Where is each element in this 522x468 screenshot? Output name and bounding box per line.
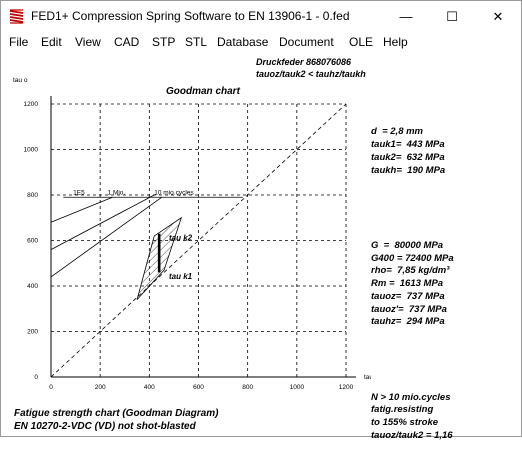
block2-line-6: tauhz= 294 MPa — [371, 316, 445, 328]
drawing-area: Druckfeder 868076086 tauoz/tauk2 < tauhz… — [1, 52, 521, 441]
menu-stp[interactable]: STP — [152, 35, 176, 49]
y-tick-label: 400 — [27, 283, 38, 290]
y-tick-label: 600 — [27, 238, 38, 245]
y-tick-label: 0 — [34, 374, 38, 381]
x-tick-label: 0 — [49, 384, 53, 391]
menu-database[interactable]: Database — [217, 35, 269, 49]
block1-line-2: tauk2= 632 MPa — [371, 151, 445, 163]
annotation-1: tau k1 — [169, 272, 193, 281]
line-label-1e5: 1E5 — [73, 189, 85, 196]
block3-line-1: fatig.resisting — [371, 404, 434, 416]
goodman-line-0 — [50, 196, 113, 223]
block3-line-3: tauoz/tauk2 = 1,16 — [371, 429, 453, 441]
y-tick-label: 200 — [27, 329, 38, 336]
x-tick-label: 1000 — [290, 384, 305, 391]
menu-cad[interactable]: CAD — [114, 35, 140, 49]
goodman-line-1 — [50, 194, 155, 250]
block3-line-2: to 155% stroke — [371, 417, 439, 429]
block3-line-0: N > 10 mio.cycles — [371, 391, 451, 403]
y-axis-label: tau o — [13, 77, 28, 84]
block1-line-1: tauk1= 443 MPa — [371, 139, 445, 151]
menu-file[interactable]: File — [9, 35, 29, 49]
block2-line-0: G = 80000 MPa — [371, 240, 444, 252]
maximize-button[interactable]: ☐ — [446, 8, 458, 24]
app-window: FED1+ Compression Spring Software to EN … — [0, 0, 522, 441]
menu-document[interactable]: Document — [279, 35, 334, 49]
fatigue-block: N > 10 mio.cycles fatig.resisting to 155% … — [371, 392, 454, 443]
block2-line-5: tauoz'= 737 MPa — [371, 303, 447, 315]
block2-line-2: rho= 7,85 kg/dm³ — [371, 265, 450, 277]
x-tick-label: 800 — [242, 384, 253, 391]
annotation-0: tau k2 — [169, 234, 193, 243]
material-block: G = 80000 MPa G400 = 72400 MPa rho= 7,85 k… — [371, 240, 454, 329]
block2-line-3: Rm = 1613 MPa — [371, 278, 444, 290]
goodman-line-2 — [50, 196, 162, 278]
menu-help[interactable]: Help — [383, 35, 408, 49]
material-caption: EN 10270-2-VDC (VD) not shot-blasted — [14, 421, 196, 432]
close-button[interactable]: ✕ — [492, 8, 504, 24]
spring-id-label: Druckfeder 868076086 — [256, 57, 352, 67]
line-label-10mio: 10 mio.cycles — [154, 189, 194, 196]
minimize-button[interactable]: — — [399, 9, 413, 24]
menu-ole[interactable]: OLE — [349, 35, 374, 49]
window-title: FED1+ Compression Spring Software to EN … — [31, 9, 350, 23]
x-tick-label: 400 — [144, 384, 155, 391]
line-label-1mio: 1 Mio. — [108, 189, 126, 196]
y-tick-label: 800 — [27, 192, 38, 199]
goodman-chart: 0 200 400 600 800 1000 1200 0 200 400 600 800 1000 12… — [13, 77, 371, 391]
wire-block: d = 2,8 mm tauk1= 443 MPa tauk2= 632 MPa ta… — [371, 126, 454, 177]
y-tick-label: 1000 — [24, 147, 39, 154]
chart-caption: Fatigue strength chart (Goodman Diagram) — [14, 408, 219, 419]
y-tick-label: 1200 — [24, 101, 39, 108]
x-tick-label: 1200 — [339, 384, 354, 391]
menu-bar: File Edit View CAD STP STL Database Docu… — [1, 32, 521, 52]
block1-line-3: taukh= 190 MPa — [371, 164, 446, 176]
spring-app-icon — [8, 8, 25, 25]
menu-view[interactable]: View — [75, 35, 101, 49]
block2-line-1: G400 = 72400 MPa — [371, 252, 454, 264]
title-bar[interactable]: FED1+ Compression Spring Software to EN … — [1, 1, 521, 32]
block1-line-0: d = 2,8 mm — [371, 126, 424, 138]
x-tick-label: 600 — [193, 384, 204, 391]
menu-edit[interactable]: Edit — [41, 35, 62, 49]
ratio-formula-label: tauoz/tauk2 < tauhz/taukh — [256, 69, 366, 79]
x-tick-label: 200 — [95, 384, 106, 391]
x-axis-label: tau u — [364, 374, 371, 381]
bisector-line — [50, 103, 347, 378]
block2-line-4: tauoz= 737 MPa — [371, 290, 445, 302]
menu-stl[interactable]: STL — [185, 35, 208, 49]
chart-title: Goodman chart — [166, 86, 241, 97]
parameter-panel: d = 2,8 mm tauk1= 443 MPa tauk2= 632 MPa ta… — [371, 101, 454, 468]
